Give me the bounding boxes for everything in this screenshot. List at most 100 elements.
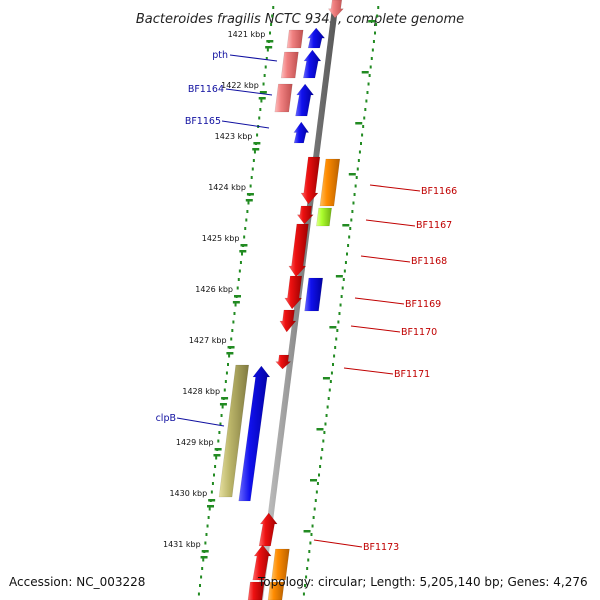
guide-dot-right [334,346,337,349]
gene-feature-khaki-clpb [218,364,250,498]
tick-mark [234,295,242,298]
guide-dash-left [207,505,215,508]
gene-feature-blue-bf1165 [293,121,310,144]
guide-dot-left [256,133,259,137]
tick-label: 1421 kbp [228,30,266,39]
gene-feature-red-bf1166 [300,156,321,205]
guide-dot-left [247,201,250,205]
guide-dot-right [357,159,360,162]
guide-dot-left [232,320,235,324]
guide-dot-right [313,507,316,511]
guide-dot-left [238,269,241,273]
guide-dot-right [305,575,308,579]
guide-dot-right [336,329,339,332]
gene-feature-pink-top [327,0,344,19]
guide-dash-left [245,199,253,202]
guide-dot-left [270,23,273,26]
gene-label-clpB: clpB [156,413,176,424]
guide-dot-right [347,244,350,247]
guide-dot-right [327,397,330,400]
guide-dot-right [340,295,343,298]
guide-dot-right [311,524,314,528]
guide-dot-right [370,57,373,60]
guide-dot-left [243,235,246,239]
guide-dot-left [211,482,214,485]
guide-dot-right [354,184,357,188]
guide-dot-left [271,14,274,18]
gene-feature-red-bf1173-b [252,544,272,581]
guide-dot-right [330,371,333,375]
guide-dot-right [361,133,364,137]
gene-feature-orange-bottom [267,581,285,600]
guide-dot-left [265,57,268,60]
guide-dot-left [206,524,209,528]
guide-dash-left [265,46,273,49]
topology-text: Topology: circular; Length: 5,205,140 bp… [257,575,588,589]
gene-feature-pink-1 [286,29,304,49]
tick-mark [201,550,209,553]
guide-dot-left [230,337,233,341]
guide-dot-right [355,176,358,179]
gene-label-BF1164: BF1164 [188,84,224,95]
guide-dot-right [304,584,307,587]
guide-dot-right [339,303,342,307]
guide-dot-left [228,354,231,358]
guide-dot-right [356,167,359,171]
connector-BF1165 [221,120,270,129]
guide-dot-right [344,261,347,264]
gene-label-BF1167: BF1167 [416,220,452,231]
guide-dot-left [249,184,252,188]
guide-dot-left [205,533,208,536]
tick-label: 1424 kbp [208,183,246,192]
tick-mark [214,448,222,451]
gene-feature-red-bf1171 [275,354,292,370]
gene-feature-red-bf1167 [296,205,314,225]
kbp-ticks: 1421 kbp 1422 kbp 1423 kbp 1424 kbp 1425 kbp… [163,30,274,553]
guide-dash-right [355,122,363,125]
guide-dot-right [332,363,335,366]
gene-feature-blue-bf1169 [304,277,324,312]
guide-dot-right [314,499,317,502]
gene-feature-pink-bf1164 [274,83,293,113]
guide-dot-right [365,99,368,103]
guide-dot-right [367,82,370,86]
tick-mark [240,244,248,247]
tick-label: 1430 kbp [169,489,207,498]
map-title: Bacteroides fragilis NCTC 9343, complete… [136,12,464,27]
guide-dot-right [342,278,345,281]
guide-dot-left [207,516,210,519]
tick-label: 1428 kbp [182,387,220,396]
guide-dot-right [341,286,344,290]
guide-dash-left [200,556,208,559]
guide-dot-left [233,312,236,315]
guide-dot-right [312,516,315,519]
tick-label: 1431 kbp [163,540,201,549]
guide-dot-left [260,99,263,103]
guide-dash-left [219,403,227,406]
gene-feature-blue-pth-a [307,27,326,49]
guide-dot-right [333,354,336,358]
guide-dot-left [262,82,265,86]
guide-dot-right [335,337,338,341]
tick-label: 1425 kbp [202,234,240,243]
gene-feature-orange-bf1173 [271,548,290,581]
tick-mark [266,40,274,43]
guide-dot-right [322,439,325,443]
guide-dot-right [364,108,367,111]
guide-dot-right [306,567,309,570]
connector-BF1164 [225,88,273,96]
accession-text: Accession: NC_003228 [9,575,145,589]
guide-dot-right [348,235,351,239]
guide-dash-right [368,20,376,23]
guide-dot-right [372,40,375,43]
gene-label-BF1165: BF1165 [185,116,221,127]
guide-dot-right [349,227,352,230]
guide-dot-left [223,388,226,392]
gene-feature-red-bf1168 [288,223,309,278]
guide-dot-right [375,23,378,26]
tick-label: 1429 kbp [176,438,214,447]
connector-pth [229,54,278,62]
guide-dot-right [328,388,331,392]
guide-dash-left [226,352,234,355]
connector-BF1168 [360,255,411,263]
